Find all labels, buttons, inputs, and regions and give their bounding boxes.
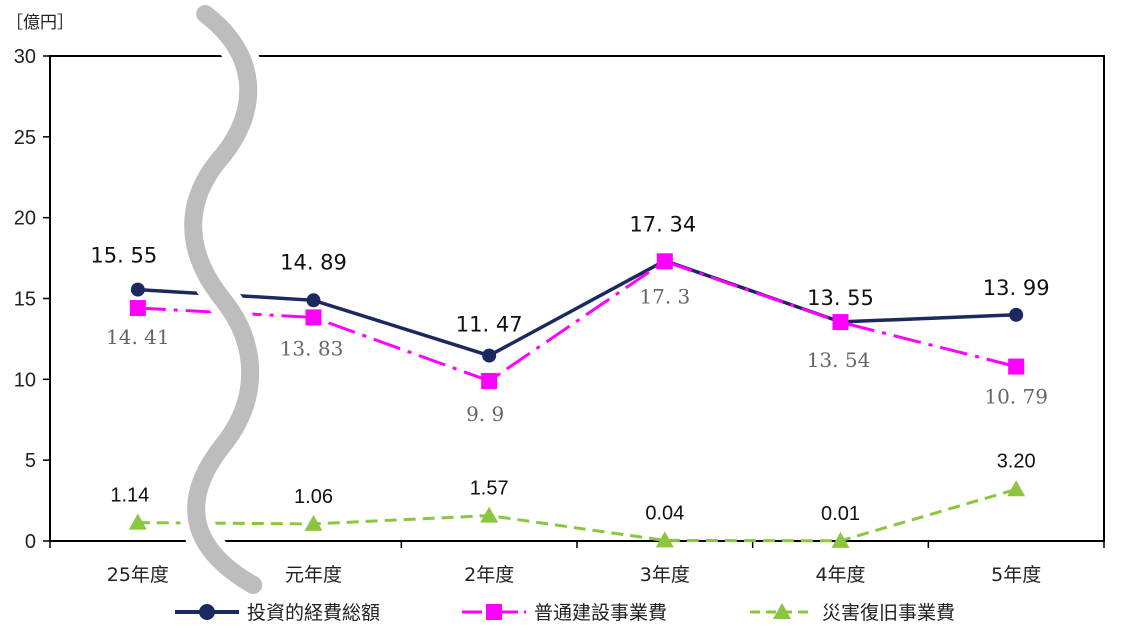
data-label: 11. 47 (456, 313, 523, 337)
legend: 投資的経費総額 普通建設事業費 災害復旧事業費 (175, 602, 955, 624)
data-label: 17. 34 (629, 213, 696, 237)
data-label: 15. 55 (90, 244, 157, 268)
legend-marker (486, 604, 502, 620)
data-label: 9. 9 (466, 402, 504, 426)
series-line-1 (137, 259, 1017, 383)
y-tick-label: 25 (14, 127, 36, 149)
point-marker (304, 514, 323, 531)
data-label: 14. 41 (106, 325, 170, 349)
data-label: 0.04 (645, 502, 684, 524)
point-marker (1009, 307, 1024, 322)
point-marker (831, 531, 850, 548)
data-label: 13. 54 (807, 348, 871, 372)
y-tick-label: 5 (25, 450, 36, 472)
point-marker (129, 300, 146, 317)
point-marker (305, 309, 322, 326)
unit-label: ［億円］ (6, 13, 74, 33)
x-tick-label: 2年度 (464, 564, 514, 586)
legend-label: 災害復旧事業費 (822, 602, 955, 624)
data-label: 1.57 (470, 478, 509, 500)
axis-break-band (184, 5, 263, 594)
point-marker (832, 314, 849, 331)
y-tick-label: 30 (14, 46, 36, 68)
x-tick-label: 元年度 (285, 564, 342, 586)
y-tick-label: 0 (25, 531, 36, 553)
data-label: 13. 83 (280, 336, 344, 360)
data-label: 0.01 (821, 503, 860, 525)
point-marker (655, 531, 674, 548)
axis-break-wave (176, 0, 271, 602)
y-tick-label: 20 (14, 208, 36, 230)
data-label: 13. 99 (983, 276, 1050, 300)
legend-marker (773, 603, 791, 619)
series-line-2 (137, 487, 1017, 543)
point-marker (1007, 480, 1026, 497)
data-label: 1.14 (110, 485, 149, 507)
legend-label: 普通建設事業費 (534, 602, 667, 624)
legend-label: 投資的経費総額 (247, 602, 380, 624)
series-lines (128, 253, 1026, 548)
point-marker (130, 282, 145, 297)
point-marker (656, 253, 673, 270)
x-tick-label: 25年度 (107, 564, 169, 586)
point-marker (128, 513, 147, 530)
point-marker (481, 372, 498, 389)
axes: 0 5 10 15 20 25 30 ［億円］ 25年度 元年度 2年度 3年度 4年度 5年度 (6, 13, 1105, 586)
series-line-0 (137, 258, 1017, 358)
point-marker (480, 506, 499, 523)
x-tick-label: 5年度 (991, 564, 1041, 586)
data-label: 13. 55 (807, 286, 874, 310)
data-label: 1.06 (294, 486, 333, 508)
y-tick-label: 10 (14, 369, 36, 391)
data-labels: 15. 55 14. 89 11. 47 17. 34 13. 55 13. 99 14. … (90, 213, 1049, 525)
legend-marker (199, 604, 215, 620)
x-tick-label: 4年度 (815, 564, 865, 586)
data-label: 17. 3 (639, 284, 690, 308)
point-marker (1008, 358, 1025, 375)
y-tick-label: 15 (14, 289, 36, 311)
data-label: 10. 79 (984, 385, 1048, 409)
x-tick-label: 3年度 (640, 564, 690, 586)
data-label: 14. 89 (280, 250, 347, 274)
point-marker (482, 348, 497, 363)
point-marker (306, 293, 321, 308)
data-label: 3.20 (997, 450, 1036, 472)
